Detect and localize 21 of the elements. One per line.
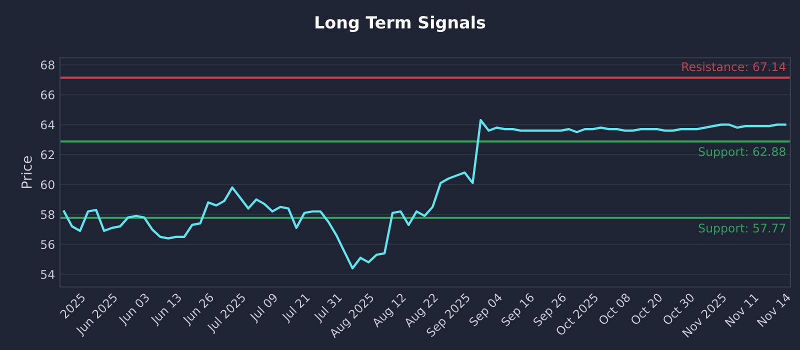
y-tick-label: 60 [40, 180, 54, 190]
y-tick-label: 56 [41, 240, 54, 250]
ref-line-label: Resistance: 67.14 [682, 62, 786, 72]
ref-line-label: Support: 57.77 [698, 224, 786, 235]
y-tick-label: 66 [40, 90, 54, 100]
x-tick-label: Jun 03 [118, 292, 152, 327]
line-series [62, 119, 786, 270]
x-tick-label: Oct 20 [630, 292, 663, 326]
y-tick-label: 68 [40, 60, 54, 70]
x-tick-label: Oct 08 [598, 292, 631, 326]
x-tick-label: Jul 09 [248, 292, 280, 324]
x-tick-label: Nov 14 [756, 292, 792, 328]
y-tick-label: 62 [40, 150, 54, 160]
y-tick-label: 54 [41, 270, 54, 279]
y-tick-label: 58 [41, 210, 54, 220]
chart-title: Long Term Signals [316, 16, 486, 32]
y-axis-title: Price [21, 156, 32, 188]
y-tick-label: 64 [40, 120, 54, 130]
x-tick-label: Jun 13 [150, 292, 184, 327]
ref-line-label: Support: 62.88 [698, 147, 786, 158]
x-tick-label: Jul 21 [280, 292, 312, 324]
